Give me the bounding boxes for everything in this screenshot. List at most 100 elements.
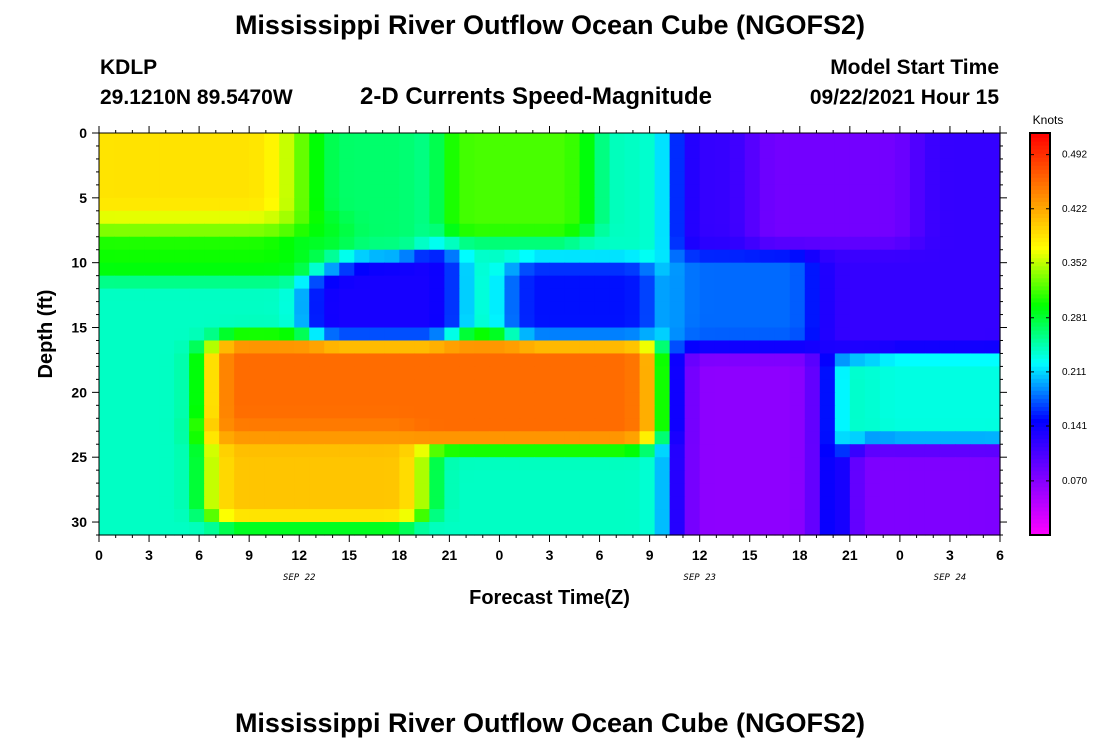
- heatmap-cell: [324, 327, 340, 342]
- heatmap-cell: [969, 210, 986, 225]
- heatmap-cell: [294, 522, 310, 536]
- heatmap-cell: [174, 379, 190, 393]
- heatmap-cell: [549, 405, 566, 419]
- x-tick-label: 9: [245, 547, 253, 563]
- heatmap-cell: [729, 483, 746, 497]
- heatmap-cell: [954, 444, 971, 458]
- heatmap-cell: [159, 496, 175, 510]
- heatmap-cell: [714, 210, 731, 225]
- heatmap-cell: [189, 327, 205, 342]
- heatmap-cell: [774, 353, 791, 368]
- heatmap-cell: [864, 236, 881, 251]
- heatmap-cell: [474, 353, 491, 368]
- colorbar-segment: [1030, 354, 1050, 359]
- heatmap-cell: [624, 262, 641, 277]
- heatmap-cell: [984, 509, 1001, 523]
- colorbar-segment: [1030, 141, 1050, 146]
- heatmap-cell: [684, 353, 701, 368]
- heatmap-cell: [504, 470, 521, 484]
- heatmap-cell: [849, 327, 866, 342]
- date-label: SEP 23: [683, 573, 716, 583]
- heatmap-cell: [114, 133, 130, 147]
- heatmap-cell: [684, 340, 701, 355]
- colorbar-segment: [1030, 462, 1050, 468]
- heatmap-cell: [759, 249, 776, 264]
- colorbar-segment: [1030, 133, 1050, 138]
- heatmap-cell: [429, 379, 445, 393]
- heatmap-cell: [954, 288, 971, 303]
- heatmap-cell: [519, 444, 536, 458]
- heatmap-cell: [564, 249, 581, 264]
- heatmap-cell: [834, 327, 851, 342]
- colorbar-segment: [1030, 406, 1050, 411]
- heatmap-cell: [234, 470, 250, 484]
- heatmap-cell: [939, 405, 956, 419]
- x-axis-title: Forecast Time(Z): [469, 587, 630, 609]
- heatmap-cell: [744, 133, 761, 147]
- heatmap-cell: [504, 522, 521, 536]
- heatmap-cell: [294, 366, 310, 380]
- heatmap-cell: [669, 470, 686, 484]
- heatmap-cell: [129, 171, 145, 186]
- colorbar-segment: [1030, 430, 1050, 436]
- heatmap-cell: [384, 236, 400, 251]
- heatmap-cell: [639, 288, 656, 303]
- heatmap-cell: [969, 470, 986, 484]
- heatmap-cell: [474, 418, 491, 432]
- x-tick-label: 9: [646, 547, 654, 563]
- heatmap-cell: [594, 145, 611, 160]
- heatmap-cell: [354, 184, 370, 199]
- heatmap-cell: [969, 145, 986, 160]
- heatmap-cell: [324, 262, 340, 277]
- heatmap-cell: [609, 210, 626, 225]
- heatmap-cell: [234, 483, 250, 497]
- heatmap-cell: [249, 496, 265, 510]
- heatmap-cell: [954, 470, 971, 484]
- heatmap-cell: [834, 184, 851, 199]
- heatmap-cell: [519, 522, 536, 536]
- heatmap-cell: [354, 444, 370, 458]
- heatmap-cell: [189, 379, 205, 393]
- heatmap-cell: [654, 262, 671, 277]
- heatmap-cell: [534, 133, 551, 147]
- heatmap-cell: [444, 392, 460, 406]
- heatmap-cell: [909, 522, 926, 536]
- heatmap-cell: [744, 275, 761, 290]
- heatmap-cell: [969, 444, 986, 458]
- heatmap-cell: [939, 197, 956, 212]
- heatmap-cell: [264, 483, 280, 497]
- heatmap-cell: [609, 171, 626, 186]
- heatmap-cell: [654, 444, 671, 458]
- heatmap-cell: [564, 301, 581, 316]
- colorbar-segment: [1030, 269, 1050, 275]
- heatmap-cell: [249, 457, 265, 471]
- heatmap-cell: [129, 470, 145, 484]
- heatmap-cell: [99, 483, 115, 497]
- heatmap-cell: [369, 483, 385, 497]
- heatmap-cell: [729, 405, 746, 419]
- heatmap-cell: [429, 301, 445, 316]
- colorbar-segment: [1030, 486, 1050, 492]
- heatmap-cell: [819, 171, 836, 186]
- heatmap-cell: [519, 158, 536, 173]
- heatmap-cell: [519, 249, 536, 264]
- heatmap-cell: [639, 262, 656, 277]
- heatmap-cell: [159, 288, 175, 303]
- heatmap-cell: [654, 145, 671, 160]
- heatmap-cell: [729, 509, 746, 523]
- heatmap-cell: [129, 418, 145, 432]
- heatmap-cell: [654, 431, 671, 445]
- heatmap-cell: [909, 301, 926, 316]
- heatmap-cell: [654, 301, 671, 316]
- colorbar-segment: [1030, 474, 1050, 480]
- heatmap-cell: [639, 197, 656, 212]
- heatmap-cell: [804, 171, 821, 186]
- heatmap-cell: [324, 275, 340, 290]
- colorbar-segment: [1030, 229, 1050, 235]
- heatmap-cell: [414, 405, 430, 419]
- heatmap-cell: [864, 210, 881, 225]
- heatmap-cell: [609, 236, 626, 251]
- heatmap-cell: [294, 210, 310, 225]
- heatmap-cell: [894, 236, 911, 251]
- heatmap-cell: [669, 509, 686, 523]
